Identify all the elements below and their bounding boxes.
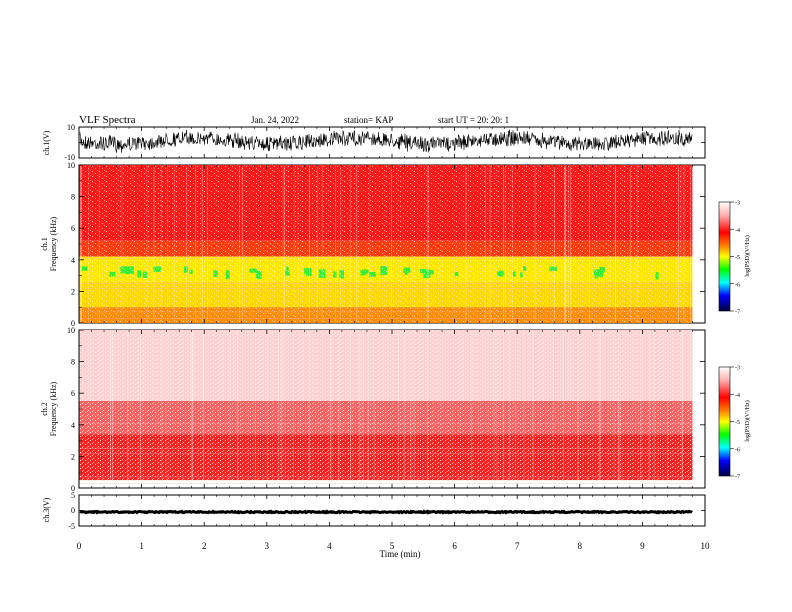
ch2-spec-ylabel-freq: Frequency (kHz) [49, 381, 58, 436]
freq-tick-label: 8 [71, 358, 75, 367]
time-tick-label: 3 [265, 541, 270, 551]
time-tick-label: 10 [701, 541, 711, 551]
colorbar-tick-label: -6 [735, 282, 740, 288]
freq-tick-label: 10 [67, 161, 75, 170]
freq-tick-label: 4 [71, 421, 75, 430]
time-tick-label: 4 [327, 541, 332, 551]
ch3-ylabel: ch.3(V) [42, 497, 51, 522]
colorbar-tick-label: -3 [735, 201, 740, 207]
time-tick-label: 8 [578, 541, 583, 551]
ch3-waveform-panel: 5 0 -5 ch.3(V) Time (min) [42, 491, 706, 559]
colorbar-tick-label: -5 [735, 255, 740, 261]
colorbar-tick-label: -6 [735, 447, 740, 453]
freq-tick-label: 0 [71, 484, 75, 493]
freq-tick-label: 10 [67, 326, 75, 335]
freq-tick-label: 4 [71, 256, 75, 265]
ch1-spectrogram-panel: ch.1 Frequency (kHz) [40, 164, 706, 324]
time-axis-label: Time (min) [380, 549, 421, 559]
ch1-waveform-frame [78, 126, 706, 159]
colorbar-tick-label: -3 [735, 366, 740, 372]
freq-tick-label: 6 [71, 224, 75, 233]
ch1-spec-ylabel-freq: Frequency (kHz) [49, 216, 58, 271]
ch3-ytick-mid: 0 [71, 506, 75, 515]
time-tick-label: 2 [202, 541, 207, 551]
figure-title: VLF Spectra [79, 114, 136, 126]
ch1-ylabel: ch.1(V) [42, 130, 51, 155]
time-tick-label: 9 [640, 541, 645, 551]
spec-texture [79, 330, 693, 488]
ch1-spectrogram [79, 165, 693, 323]
ch3-trace [79, 509, 693, 515]
freq-tick-label: 6 [71, 389, 75, 398]
station-label: station= KAP [344, 115, 393, 125]
ch1-waveform-panel: 10 -10 ch.1(V) [42, 123, 706, 162]
ch2-colorbar-gradient [718, 366, 731, 477]
time-tick-label: 7 [515, 541, 520, 551]
spec-texture [79, 165, 693, 323]
ch1-colorbar-gradient [718, 201, 731, 312]
freq-tick-label: 0 [71, 319, 75, 328]
start-ut-label: start UT = 20: 20: 1 [438, 115, 509, 125]
time-tick-label: 0 [77, 541, 82, 551]
ch2-spec-ylabel-channel: ch.2 [40, 402, 49, 416]
time-tick-label: 5 [390, 541, 395, 551]
ch3-ytick-top: 5 [71, 491, 75, 500]
ch2-spectrogram-panel: ch.2 Frequency (kHz) [40, 329, 706, 489]
ch1-trace [79, 129, 693, 153]
colorbar-tick-label: -7 [735, 475, 740, 481]
time-tick-label: 6 [452, 541, 457, 551]
ch3-ytick-bottom: -5 [68, 522, 75, 531]
ch1-colorbar-label: log(PSD)(V²/Hz) [744, 235, 751, 276]
freq-tick-label: 2 [71, 287, 75, 296]
colorbar-tick-label: -4 [735, 228, 740, 234]
colorbar-tick-label: -4 [735, 393, 740, 399]
ch2-colorbar-label: log(PSD)(V²/Hz) [744, 400, 751, 441]
time-tick-label: 1 [139, 541, 144, 551]
ch2-spectrogram [79, 330, 693, 488]
ch1-spec-ylabel-channel: ch.1 [40, 237, 49, 251]
ch1-ytick-bottom: -10 [64, 153, 75, 162]
freq-tick-label: 8 [71, 193, 75, 202]
date-label: Jan. 24, 2022 [251, 115, 299, 125]
colorbar-tick-label: -7 [735, 310, 740, 316]
colorbar-tick-label: -5 [735, 420, 740, 426]
freq-tick-label: 2 [71, 452, 75, 461]
ch1-ytick-top: 10 [67, 123, 75, 132]
